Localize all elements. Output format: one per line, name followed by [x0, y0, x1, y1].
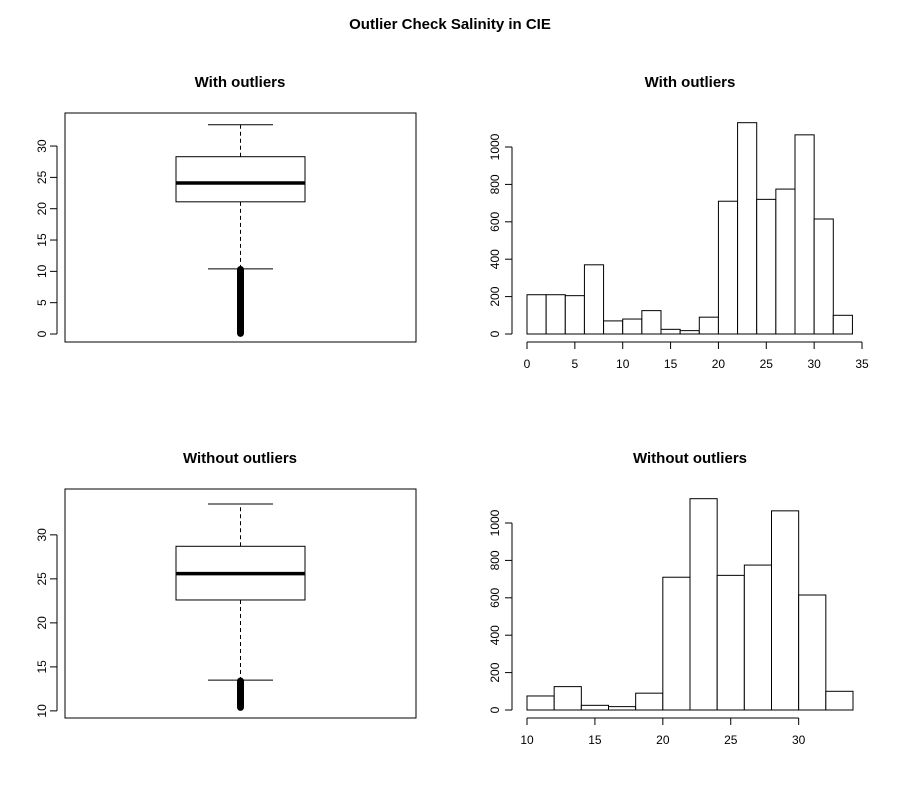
plot-frame	[64, 112, 417, 343]
y-tick-label: 10	[35, 704, 49, 718]
x-tick-label: 25	[760, 357, 774, 371]
histogram-bar	[635, 692, 664, 711]
histogram-without-outliers-panel: Without outliers 0 200 400 600 800 1000 10 15 20…	[488, 450, 854, 747]
plot-frame	[64, 488, 417, 719]
x-tick-label: 5	[572, 357, 579, 371]
x-tick-label: 25	[724, 733, 738, 747]
y-tick-label: 15	[35, 233, 49, 247]
histogram-bar	[698, 316, 719, 335]
histogram-bar	[798, 594, 827, 711]
y-tick-label: 1000	[488, 509, 502, 536]
x-tick-label: 10	[520, 733, 534, 747]
panel-title: Without outliers	[633, 450, 747, 467]
y-tick-label: 20	[35, 202, 49, 216]
histogram-bar	[564, 295, 585, 335]
histogram-bar	[743, 564, 772, 711]
y-tick-label: 0	[35, 330, 49, 337]
x-tick-label: 30	[792, 733, 806, 747]
figure-title: Outlier Check Salinity in CIE	[349, 16, 551, 33]
histogram-bar	[794, 134, 815, 335]
y-tick-label: 25	[35, 572, 49, 586]
histogram-bar	[603, 320, 624, 335]
x-tick-label: 20	[656, 733, 670, 747]
x-tick-label: 0	[524, 357, 531, 371]
histogram-bar	[679, 330, 700, 335]
histogram-bar	[660, 328, 681, 335]
histogram-bar	[717, 200, 739, 335]
y-tick-label: 0	[488, 706, 502, 713]
panel-title: With outliers	[645, 74, 736, 91]
y-tick-label: 30	[35, 139, 49, 153]
y-tick-label: 5	[35, 299, 49, 306]
histogram-bar	[526, 695, 555, 711]
histogram-bar	[689, 498, 718, 711]
y-tick-label: 200	[488, 286, 502, 306]
y-tick-label: 800	[488, 550, 502, 570]
y-tick-label: 800	[488, 174, 502, 194]
iqr-box	[175, 156, 306, 203]
x-tick-label: 35	[855, 357, 869, 371]
y-tick-label: 10	[35, 264, 49, 278]
histogram-bar	[825, 690, 854, 711]
y-tick-label: 25	[35, 170, 49, 184]
histogram-bar	[771, 510, 800, 711]
y-tick-label: 400	[488, 249, 502, 269]
x-tick-label: 30	[807, 357, 821, 371]
histogram-bar	[756, 198, 777, 335]
x-tick-label: 20	[712, 357, 726, 371]
y-tick-label: 0	[488, 330, 502, 337]
histogram-bar	[580, 704, 609, 711]
histogram-bar	[583, 264, 605, 335]
panel-title: With outliers	[195, 74, 286, 91]
boxplot-with-outliers-panel: With outliers 0 5 10 15 20 25 30	[35, 74, 417, 343]
boxplot-without-outliers-panel: Without outliers 10 15 20 25 30	[35, 450, 417, 719]
y-tick-label: 400	[488, 625, 502, 645]
y-tick-label: 30	[35, 528, 49, 542]
x-tick-label: 10	[616, 357, 630, 371]
y-tick-label: 1000	[488, 133, 502, 160]
histogram-bar	[716, 574, 745, 711]
x-tick-label: 15	[664, 357, 678, 371]
histogram-bar	[832, 314, 853, 335]
histogram-bar	[775, 188, 796, 335]
panel-title: Without outliers	[183, 450, 297, 467]
x-tick-label: 15	[588, 733, 602, 747]
histogram-bar	[662, 576, 691, 711]
histogram-bar	[813, 218, 834, 335]
histogram-bar	[622, 318, 643, 335]
histogram-with-outliers-panel: With outliers 0 200 400 600 800 1000 0 5 10 15 20 2…	[488, 74, 869, 371]
y-tick-label: 20	[35, 616, 49, 630]
histogram-bar	[553, 686, 582, 711]
histogram-bar	[545, 294, 566, 335]
y-tick-label: 15	[35, 660, 49, 674]
histogram-bar	[737, 122, 758, 335]
y-tick-label: 600	[488, 211, 502, 231]
y-tick-label: 200	[488, 662, 502, 682]
histogram-bar	[526, 294, 547, 335]
histogram-bar	[641, 310, 662, 335]
histogram-bar	[608, 706, 637, 711]
y-tick-label: 600	[488, 587, 502, 607]
